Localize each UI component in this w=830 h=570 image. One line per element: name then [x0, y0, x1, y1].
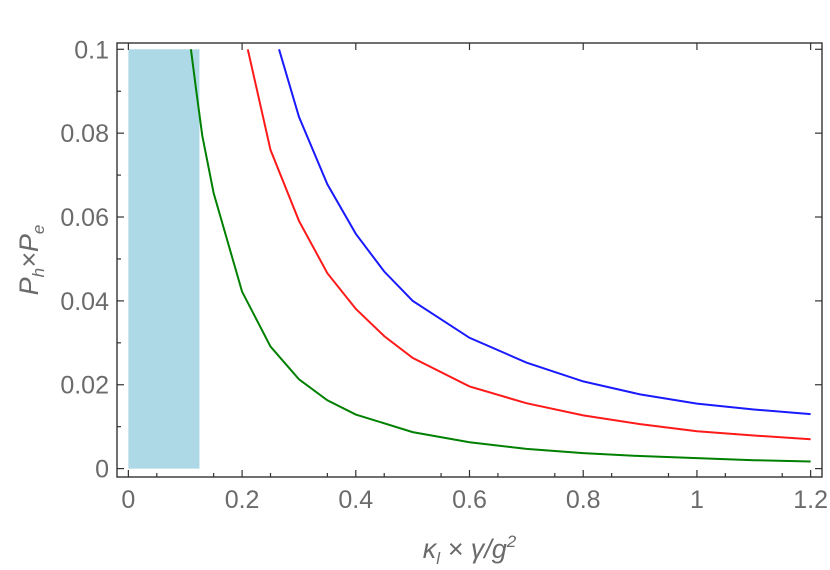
x-title-sub-l: l	[436, 549, 441, 568]
x-tick-label: 1.2	[793, 486, 828, 514]
y-axis-title: Ph×Pe	[14, 225, 48, 296]
y-title-sub-e: e	[29, 225, 48, 234]
x-tick-label: 0	[121, 486, 135, 514]
x-title-sup-2: 2	[506, 532, 517, 551]
x-tick-label: 0.6	[452, 486, 487, 514]
x-tick-label: 0.2	[225, 486, 260, 514]
tick-layer: 0 0.2 0.4 0.6 0.8 1 1.2 0 0.02 0.04 0.06 0.08 0.1	[60, 36, 828, 514]
y-title-times: ×P	[14, 234, 44, 268]
y-tick-label: 0.1	[74, 36, 109, 64]
x-tick-label: 0.8	[566, 486, 601, 514]
x-title-kappa: κ	[423, 534, 438, 564]
shaded-region	[128, 49, 200, 469]
series-line-2	[246, 49, 811, 441]
shaded-region-layer	[128, 49, 200, 469]
y-title-P1: P	[14, 277, 44, 295]
plot-frame	[116, 42, 823, 478]
y-tick-label: 0.06	[60, 204, 109, 232]
x-tick-label: 0.4	[338, 486, 373, 514]
series-layer	[189, 49, 811, 463]
series-line-1	[278, 49, 811, 416]
y-axis-title-group: Ph×Pe	[14, 225, 48, 296]
x-title-mid: × γ/g	[440, 534, 507, 564]
series-line-3	[189, 49, 811, 463]
y-tick-label: 0	[95, 456, 109, 484]
x-tick-label: 1	[690, 486, 704, 514]
x-axis-title: κl × γ/g2	[423, 532, 517, 568]
y-tick-label: 0.08	[60, 120, 109, 148]
y-title-sub-h: h	[29, 268, 48, 277]
y-tick-label: 0.02	[60, 372, 109, 400]
y-tick-label: 0.04	[60, 288, 109, 316]
